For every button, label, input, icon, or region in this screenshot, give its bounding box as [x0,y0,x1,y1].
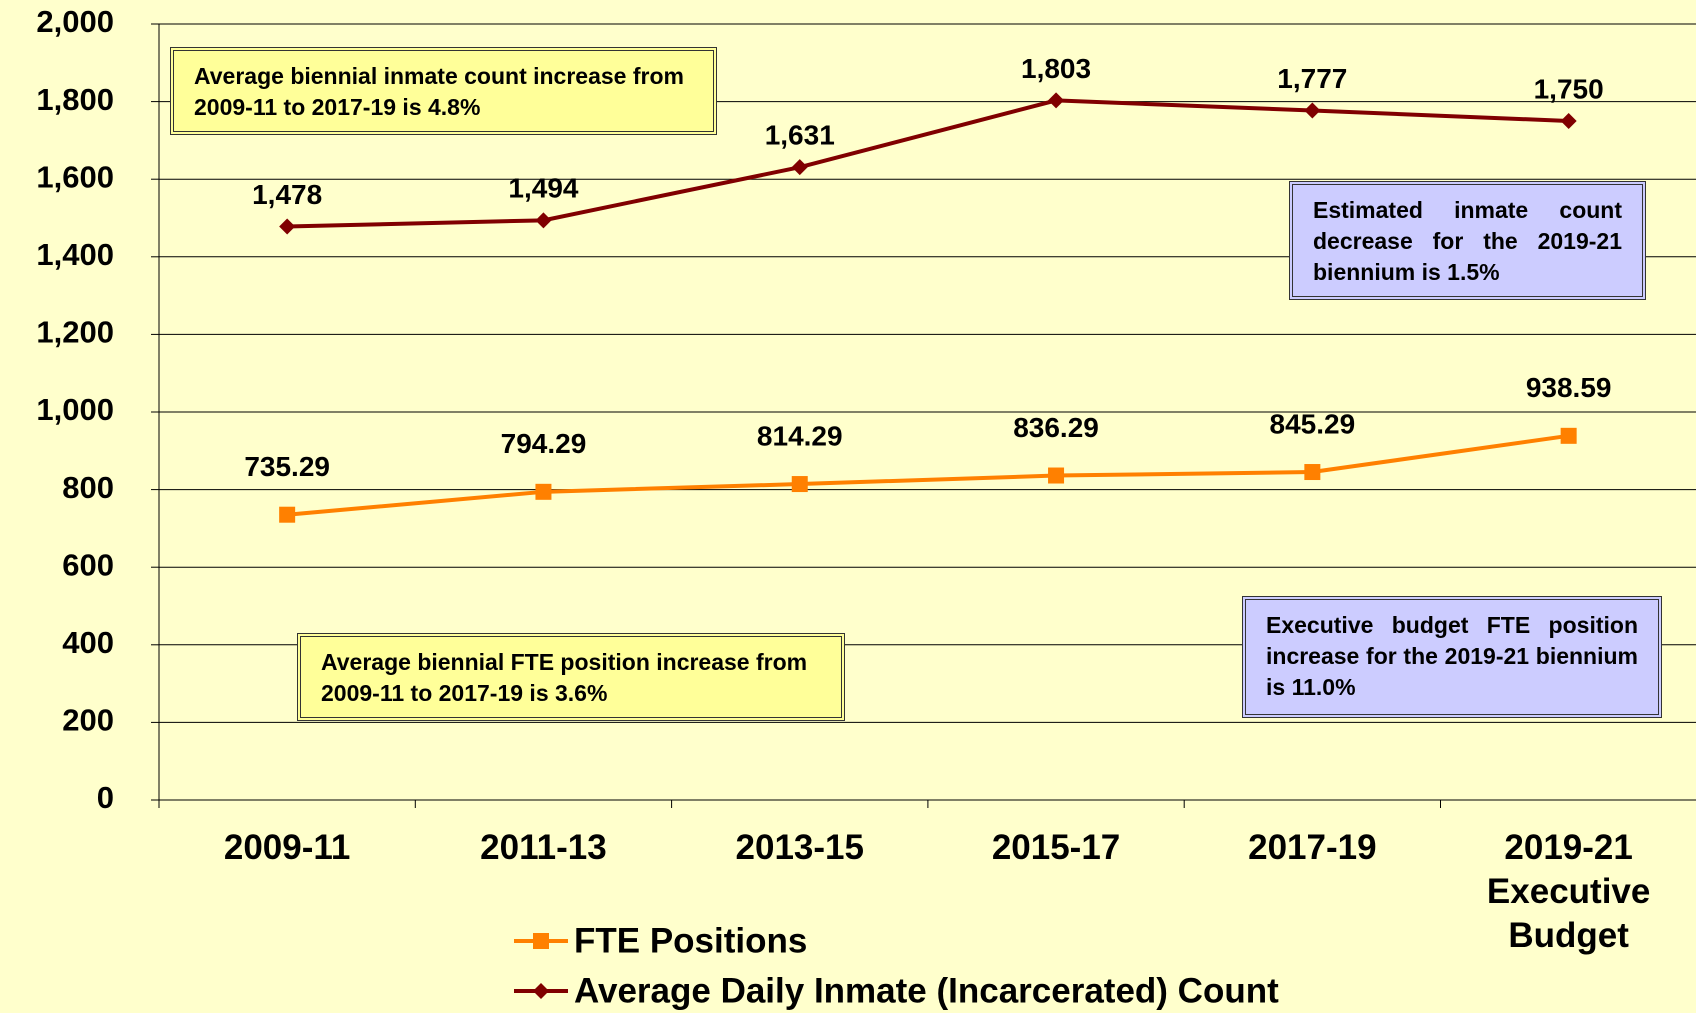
annotation: Estimated inmate count decrease for the … [1289,181,1646,300]
data-label: 1,478 [252,179,322,210]
y-tick-label: 600 [62,547,114,582]
y-tick-label: 400 [62,625,114,660]
y-tick-label: 800 [62,470,114,505]
point [535,483,552,500]
annotation: Average biennial inmate count increase f… [170,47,717,135]
point [1304,464,1321,481]
y-tick-label: 1,800 [36,82,114,117]
x-tick-label: 2015-17 [991,828,1121,867]
point [791,159,808,176]
y-tick-label: 1,000 [36,392,114,427]
point [1560,427,1577,444]
point [1560,113,1577,129]
y-tick-label: 1,200 [36,315,114,350]
y-tick-label: 2,000 [36,4,114,39]
x-tick-label: 2011-13 [480,828,607,867]
data-label: 735.29 [244,451,330,482]
line [287,98,1569,229]
point [1304,102,1321,119]
legend-marker [533,983,549,999]
x-tick-label: 2019-21 Executive Budget [1486,828,1651,955]
y-tick-label: 0 [97,780,114,815]
line [286,433,1569,517]
data-label: 1,750 [1534,73,1604,104]
data-label: 836.29 [1013,412,1099,443]
legend-label: Average Daily Inmate (Incarcerated) Coun… [574,971,1279,1010]
legend-label: FTE Positions [574,921,807,960]
x-tick-label: 2009-11 [223,828,351,867]
point [535,212,552,229]
point [279,506,296,523]
legend-marker [533,933,549,949]
y-tick-label: 200 [62,703,114,738]
data-label: 1,631 [765,120,835,151]
point [1048,467,1065,484]
x-tick-label: 2017-19 [1248,828,1377,867]
data-label: 845.29 [1270,408,1356,439]
annotation: Executive budget FTE position increase f… [1242,596,1662,718]
x-tick-label: 2013-15 [735,828,864,867]
y-tick-label: 1,600 [36,159,114,194]
y-tick-label: 1,400 [36,237,114,272]
point [791,476,808,493]
point [1048,92,1065,109]
data-label: 938.59 [1526,372,1612,403]
data-label: 814.29 [757,420,843,451]
data-label: 1,494 [508,173,578,204]
point [279,218,296,235]
annotation: Average biennial FTE position increase f… [297,633,845,721]
data-label: 794.29 [501,428,587,459]
data-label: 1,777 [1277,63,1347,94]
data-label: 1,803 [1021,53,1091,84]
